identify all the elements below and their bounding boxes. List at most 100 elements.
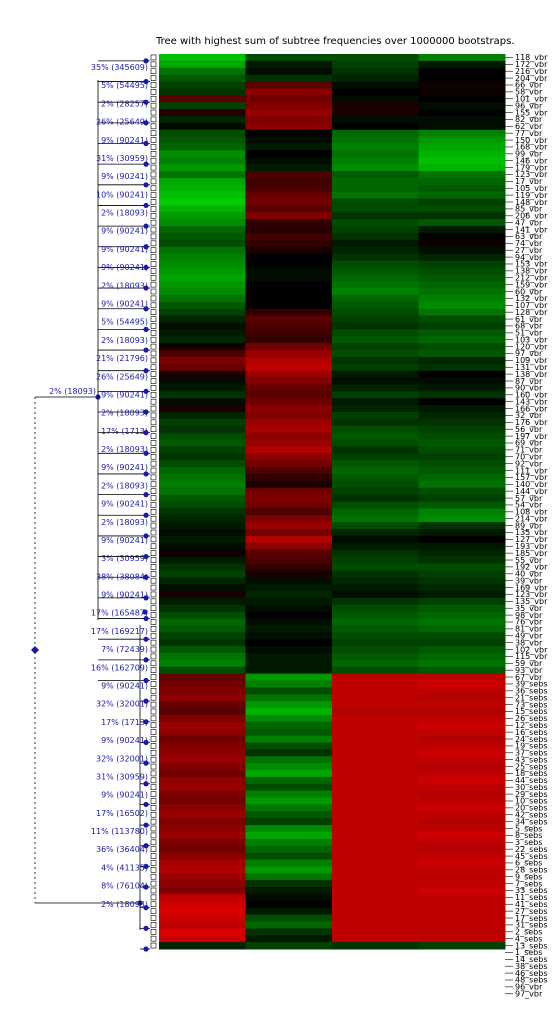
heatmap-cell <box>418 253 506 262</box>
heatmap-cell <box>418 384 506 392</box>
heatmap-cell <box>159 749 246 757</box>
heatmap-cell <box>418 191 506 200</box>
leaf-marker <box>150 192 157 198</box>
node-label: 35% (345609) <box>91 63 148 72</box>
node-label: 9% (90241) <box>101 136 148 145</box>
heatmap-cell <box>159 914 246 922</box>
heatmap-cell <box>159 625 246 633</box>
heatmap-cell <box>418 391 506 399</box>
heatmap-cell <box>245 480 333 489</box>
leaf-marker <box>150 922 157 928</box>
row-label: 3_sebs <box>515 838 542 847</box>
heatmap-cell <box>418 563 506 571</box>
leaf-marker <box>150 805 157 811</box>
heatmap-cell <box>418 701 506 709</box>
heatmap-cell <box>418 542 506 551</box>
heatmap-cell <box>418 811 506 819</box>
heatmap-cell <box>159 150 246 158</box>
heatmap-cell <box>159 790 246 799</box>
leaf-marker <box>150 309 157 315</box>
heatmap-cell <box>332 432 419 441</box>
leaf-marker <box>150 474 157 481</box>
heatmap-cell <box>332 542 419 551</box>
row-label: 15_sebs <box>515 707 548 716</box>
row-label: 135_vbr <box>515 528 548 537</box>
heatmap-cell <box>159 714 246 723</box>
row-label: 26_sebs <box>515 714 548 723</box>
heatmap-cell <box>245 604 333 613</box>
leaf-marker <box>150 467 157 474</box>
heatmap-cell <box>245 611 333 620</box>
heatmap-cell <box>418 377 506 385</box>
node-label: 9% (90241) <box>101 463 148 472</box>
heatmap-cell <box>332 790 419 799</box>
heatmap-cell <box>245 708 333 716</box>
row-label: 16_sebs <box>515 728 548 737</box>
row-label: 67_vbr <box>515 673 543 682</box>
heatmap-cell <box>245 797 333 805</box>
leaf-marker <box>150 867 157 873</box>
heatmap-cell <box>332 205 419 213</box>
heatmap-cell <box>245 370 333 379</box>
tree-node <box>143 615 149 622</box>
heatmap-cell <box>332 143 419 151</box>
heatmap-cell <box>418 171 506 179</box>
heatmap-cell <box>418 797 506 805</box>
heatmap-cell <box>332 157 419 165</box>
row-label: 10_sebs <box>515 797 548 806</box>
row-label: 76_vbr <box>515 618 543 627</box>
leaf-marker <box>150 378 157 384</box>
heatmap-cell <box>418 370 506 379</box>
row-label: 27_sebs <box>515 907 548 916</box>
row-label: 36_sebs <box>515 687 548 696</box>
row-label: 17_sebs <box>515 914 548 923</box>
leaf-marker <box>150 619 157 625</box>
row-label: 109_vbr <box>515 356 548 365</box>
row-label: 169_vbr <box>515 583 548 592</box>
heatmap-cell <box>159 501 246 509</box>
leaf-marker <box>150 722 157 729</box>
leaf-marker <box>150 398 157 405</box>
heatmap-cell <box>245 343 333 351</box>
row-label: 160_vbr <box>515 391 548 400</box>
heatmap-cell <box>332 439 419 447</box>
leaf-marker <box>150 612 157 618</box>
heatmap-cell <box>332 556 419 564</box>
leaf-marker <box>150 247 157 254</box>
heatmap-cell <box>245 742 333 750</box>
node-label: 17% (169217) <box>91 627 148 636</box>
heatmap-cell <box>332 343 419 351</box>
leaf-marker <box>150 412 157 419</box>
leaf-marker <box>150 385 157 391</box>
heatmap-cell <box>159 804 246 812</box>
heatmap-cell <box>245 129 333 138</box>
heatmap-cell <box>159 377 246 385</box>
heatmap-cell <box>332 604 419 613</box>
heatmap-cell <box>418 852 506 860</box>
heatmap-cell <box>159 818 246 826</box>
heatmap-cell <box>245 143 333 151</box>
heatmap-cell <box>332 728 419 737</box>
heatmap-cell <box>159 928 246 936</box>
heatmap-cell <box>332 191 419 200</box>
heatmap-cell <box>159 81 246 89</box>
heatmap-cell <box>418 115 506 124</box>
heatmap-cell <box>159 308 246 317</box>
heatmap-cell <box>159 219 246 227</box>
row-label: 63_vbr <box>515 232 543 241</box>
leaf-marker <box>150 481 157 488</box>
heatmap-cell <box>159 74 246 83</box>
heatmap-cell <box>418 831 506 840</box>
heatmap-cell <box>332 115 419 124</box>
row-label: 118_vbr <box>515 53 548 62</box>
row-label: 105_vbr <box>515 184 548 193</box>
node-label: 11% (113780) <box>91 827 148 836</box>
tree-node <box>143 512 149 518</box>
leaf-marker <box>150 116 157 123</box>
row-label: 44_sebs <box>515 776 548 785</box>
heatmap-cell <box>159 212 246 220</box>
heatmap-cell <box>159 226 246 234</box>
heatmap-cell <box>245 88 333 96</box>
heatmap-cell <box>332 473 419 482</box>
heatmap-cell <box>159 487 246 496</box>
